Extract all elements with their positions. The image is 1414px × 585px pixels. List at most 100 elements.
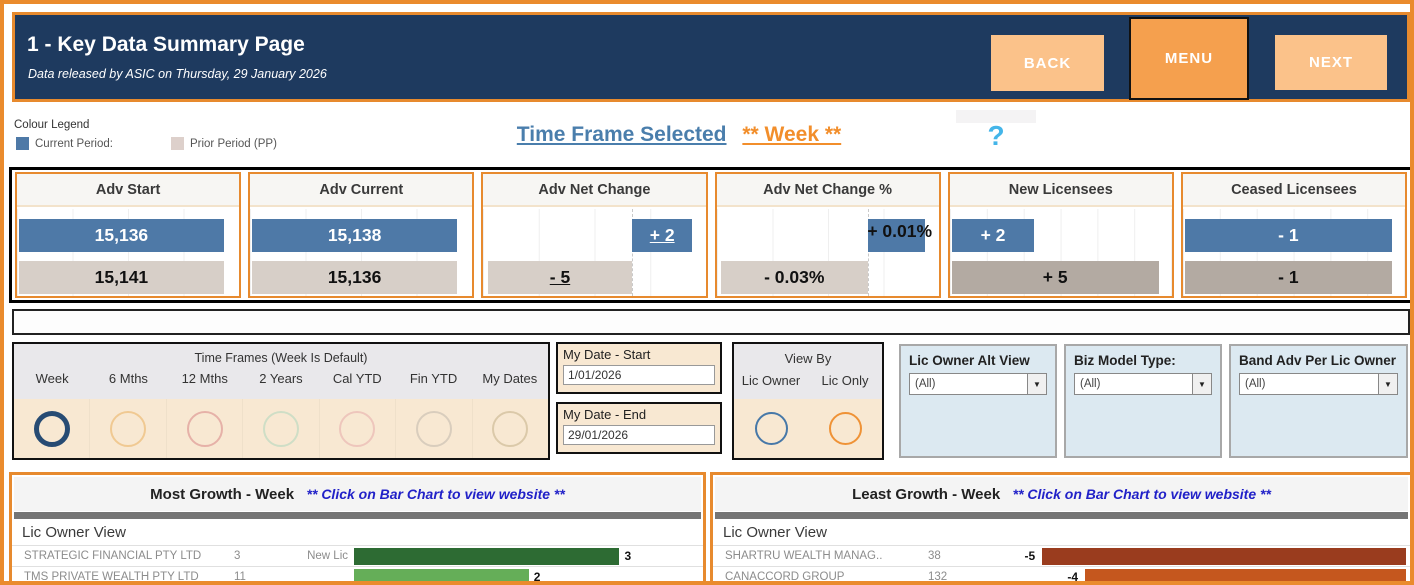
prior-period-bar: 15,136 [252,261,457,294]
kpi-title: Adv Start [17,174,240,207]
new-lic-tag: New Lic [307,550,348,562]
my-date-end-box: My Date - End [556,402,722,454]
most-growth-hint: ** Click on Bar Chart to view website ** [306,486,565,502]
kpi-chart: - 1 - 1 [1182,209,1406,296]
divider [14,512,701,519]
most-growth-panel: Most Growth - Week ** Click on Bar Chart… [9,472,706,584]
timeframe-radio-mydates[interactable] [471,399,548,458]
least-growth-subtitle: Lic Owner View [723,524,827,541]
timeframes-title: Time Frames (Week Is Default) [194,351,368,365]
timeframe-radio-12mths[interactable] [165,399,242,458]
timeframe-radio-week[interactable] [14,399,89,458]
next-button[interactable]: NEXT [1275,35,1387,90]
zero-axis-line [632,209,634,296]
my-date-end-label: My Date - End [563,407,647,422]
radio-selected-icon [33,410,70,447]
timeframe-banner: Time Frame Selected ** Week ** [444,123,914,147]
growth-bar[interactable] [354,568,529,581]
radio-icon [186,410,223,447]
view-by-label-lic-owner: Lic Owner [741,373,801,388]
timeframe-banner-value: ** Week ** [742,123,842,146]
prior-period-bar: - 1 [1185,261,1392,294]
decline-bar[interactable] [1042,547,1406,565]
bar-area: -5 [978,546,1410,567]
bar-area: 3 [354,546,703,567]
view-by-panel: View By Lic Owner Lic Only [732,342,884,460]
empty-text-strip [12,309,1410,335]
dropdown-value: (All) [915,378,936,390]
radio-icon [339,410,376,447]
current-period-bar [867,219,926,252]
kpi-chart: 15,136 15,141 [17,209,240,296]
dropdown-arrow-icon[interactable]: ▼ [1378,374,1397,394]
prior-period-bar: 15,141 [19,261,224,294]
radio-icon [110,410,147,447]
timeframe-label-12mths: 12 Mths [181,371,228,386]
timeframe-label-6mths: 6 Mths [108,371,148,386]
header-banner: 1 - Key Data Summary Page Data released … [12,12,1410,102]
help-icon[interactable]: ? [987,120,1005,151]
timeframe-radio-6mths[interactable] [89,399,165,458]
timeframe-radio-calytd[interactable] [318,399,395,458]
zero-axis-line [867,209,869,296]
current-period-value: + 0.01% [867,221,933,241]
kpi-chart: 15,138 15,136 [250,209,473,296]
menu-button[interactable]: MENU [1129,17,1249,100]
current-period-label: Current Period: [35,137,113,150]
radio-icon [492,410,529,447]
radio-icon [262,410,299,447]
kpi-card-ceased-licensees: Ceased Licensees - 1 - 1 [1180,172,1408,298]
least-growth-title: Least Growth - Week [852,486,1001,503]
lic-owner-alt-view-dropdown[interactable]: (All) ▼ [909,373,1047,395]
decline-bar[interactable] [1085,568,1406,581]
timeframe-label-week: Week [35,371,69,386]
kpi-card-adv-net-change: Adv Net Change + 2 - 5 [481,172,708,298]
back-button[interactable]: BACK [991,35,1104,91]
view-by-header: View By Lic Owner Lic Only [734,344,882,399]
least-growth-panel: Least Growth - Week ** Click on Bar Char… [710,472,1410,583]
least-growth-row-2[interactable]: CANACCORD GROUP 132 -4 [713,566,1410,583]
my-date-start-input[interactable] [563,365,715,385]
timeframe-label-2years: 2 Years [259,371,303,386]
growth-bar[interactable] [354,547,620,565]
licensee-name: TMS PRIVATE WEALTH PTY LTD [24,571,199,583]
licensee-name: CANACCORD GROUP [725,571,845,583]
view-by-radio-lic-owner[interactable] [734,399,808,458]
bar-value-label: -5 [1024,549,1036,563]
prior-period-bar: + 5 [951,261,1159,294]
view-by-radio-lic-only[interactable] [808,399,882,458]
filter-lic-owner-alt-view: Lic Owner Alt View (All) ▼ [899,344,1057,458]
bar-area: -4 [978,567,1410,581]
timeframes-panel: Time Frames (Week Is Default) Week 6 Mth… [12,342,550,460]
my-date-start-box: My Date - Start [556,342,722,394]
least-growth-row-1[interactable]: SHARTRU WEALTH MANAG.. 38 -5 [713,545,1410,566]
timeframe-radio-finytd[interactable] [395,399,471,458]
kpi-title: New Licensees [949,174,1172,207]
current-period-bar: 15,136 [19,219,224,252]
dropdown-arrow-icon[interactable]: ▼ [1192,374,1211,394]
biz-model-type-dropdown[interactable]: (All) ▼ [1074,373,1212,395]
most-growth-row-2[interactable]: TMS PRIVATE WEALTH PTY LTD 11 2 [12,566,703,584]
tooltip-box [956,110,1036,123]
kpi-title: Adv Net Change [483,174,706,207]
dropdown-arrow-icon[interactable]: ▼ [1027,374,1046,394]
my-date-end-input[interactable] [563,425,715,445]
kpi-title: Ceased Licensees [1182,174,1406,207]
licensee-name: SHARTRU WEALTH MANAG.. [725,550,883,562]
view-by-label-lic-only: Lic Only [821,373,869,388]
most-growth-row-1[interactable]: STRATEGIC FINANCIAL PTY LTD 3 New Lic 3 [12,545,703,566]
filter-label: Lic Owner Alt View [909,353,1030,368]
timeframe-radio-2years[interactable] [242,399,318,458]
kpi-section: Adv Start 15,136 15,141 Adv Current 15,1… [9,167,1410,303]
view-by-title: View By [784,351,832,366]
least-growth-header: Least Growth - Week ** Click on Bar Char… [715,477,1408,511]
radio-icon [828,412,862,445]
most-growth-header: Most Growth - Week ** Click on Bar Chart… [14,477,701,511]
timeframe-labels: Week 6 Mths 12 Mths 2 Years Cal YTD Fin … [14,371,548,386]
kpi-title: Adv Current [250,174,473,207]
bar-area: 2 [354,567,703,584]
band-adv-per-lic-owner-dropdown[interactable]: (All) ▼ [1239,373,1398,395]
kpi-card-adv-start: Adv Start 15,136 15,141 [15,172,242,298]
bar-value-label: 2 [533,569,541,584]
prior-period-bar: - 5 [487,261,633,294]
